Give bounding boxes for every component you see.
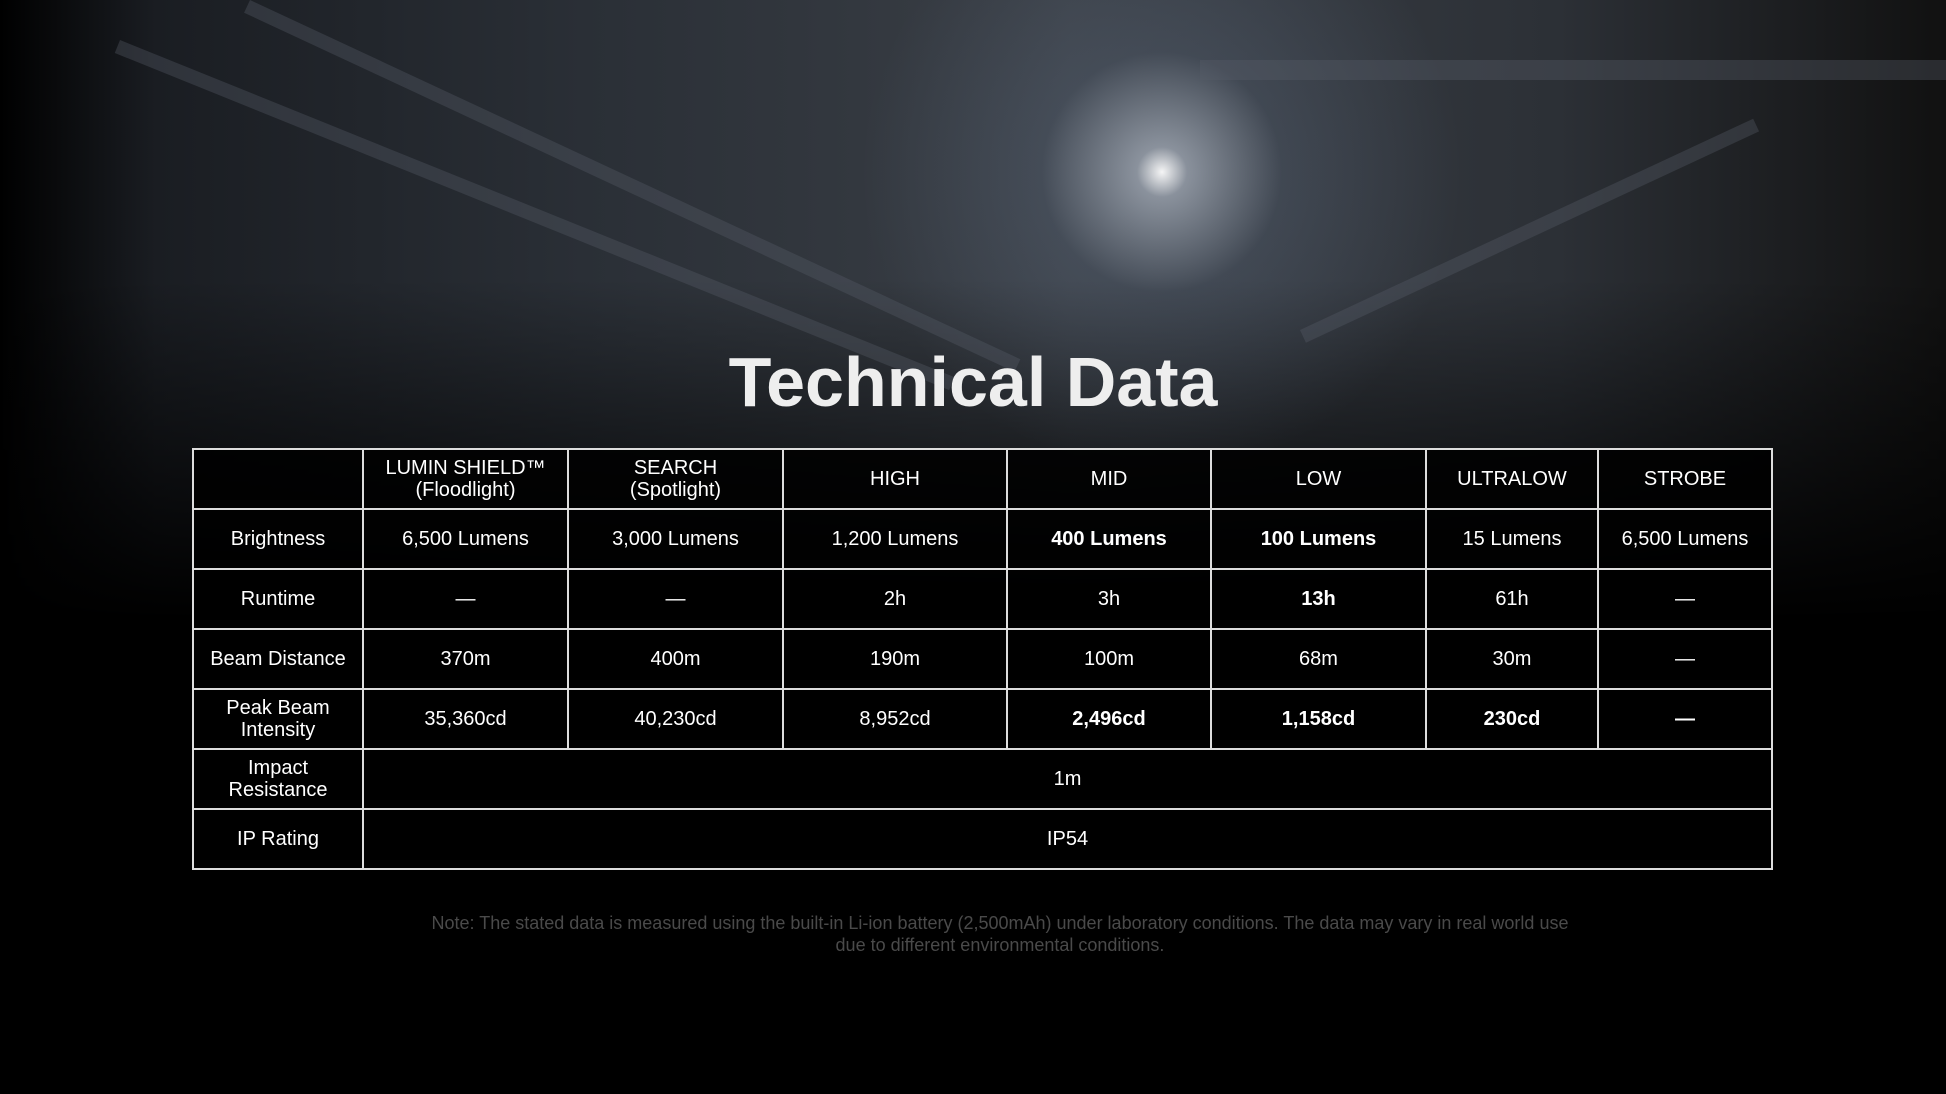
- table-cell: 400m: [567, 628, 784, 690]
- row-label: Runtime: [192, 568, 364, 630]
- table-cell: 3h: [1006, 568, 1212, 630]
- column-header: HIGH: [782, 448, 1008, 510]
- table-row: Impact Resistance 1m: [192, 748, 1773, 810]
- column-header: [192, 448, 364, 510]
- footnote: Note: The stated data is measured using …: [300, 912, 1700, 956]
- note-line-2: due to different environmental condition…: [835, 935, 1165, 955]
- column-header: SEARCH (Spotlight): [567, 448, 784, 510]
- column-header: MID: [1006, 448, 1212, 510]
- table-cell: 8,952cd: [782, 688, 1008, 750]
- table-row: Beam Distance 370m 400m 190m 100m 68m 30m —: [192, 628, 1773, 690]
- table-cell: 61h: [1425, 568, 1599, 630]
- table-cell: —: [567, 568, 784, 630]
- table-cell: 2,496cd: [1006, 688, 1212, 750]
- table-cell: —: [1597, 628, 1773, 690]
- table-cell: 400 Lumens: [1006, 508, 1212, 570]
- table-cell: 35,360cd: [362, 688, 569, 750]
- header-row: LUMIN SHIELD™ (Floodlight) SEARCH (Spotli…: [192, 448, 1773, 510]
- table-cell: 190m: [782, 628, 1008, 690]
- table-row: Brightness 6,500 Lumens 3,000 Lumens 1,200 …: [192, 508, 1773, 570]
- table-row: IP Rating IP54: [192, 808, 1773, 870]
- table-cell: 40,230cd: [567, 688, 784, 750]
- table-cell: 2h: [782, 568, 1008, 630]
- table-cell: 100 Lumens: [1210, 508, 1427, 570]
- table-row: Runtime — —2h 3h 13h 61h —: [192, 568, 1773, 630]
- table-cell: 3,000 Lumens: [567, 508, 784, 570]
- row-label: IP Rating: [192, 808, 364, 870]
- column-header: LUMIN SHIELD™ (Floodlight): [362, 448, 569, 510]
- beam: [1200, 60, 1946, 80]
- table-cell: 6,500 Lumens: [1597, 508, 1773, 570]
- column-header: ULTRALOW: [1425, 448, 1599, 510]
- table-row: Peak Beam Intensity 35,360cd 40,230cd 8,952…: [192, 688, 1773, 750]
- table-cell: —: [1597, 688, 1773, 750]
- note-line-1: Note: The stated data is measured using …: [431, 913, 1569, 933]
- table-cell: 15 Lumens: [1425, 508, 1599, 570]
- table-cell: IP54: [362, 808, 1773, 870]
- table-cell: 1,200 Lumens: [782, 508, 1008, 570]
- table-cell: 370m: [362, 628, 569, 690]
- table-cell: 30m: [1425, 628, 1599, 690]
- row-label: Brightness: [192, 508, 364, 570]
- table-cell: 230cd: [1425, 688, 1599, 750]
- table-cell: —: [1597, 568, 1773, 630]
- table-cell: 68m: [1210, 628, 1427, 690]
- table-cell: 1,158cd: [1210, 688, 1427, 750]
- row-label: Peak Beam Intensity: [192, 688, 364, 750]
- table-cell: —: [362, 568, 569, 630]
- table-cell: 1m: [362, 748, 1773, 810]
- column-header: STROBE: [1597, 448, 1773, 510]
- table-cell: 13h: [1210, 568, 1427, 630]
- tech-data-table: LUMIN SHIELD™ (Floodlight) SEARCH (Spotli…: [192, 448, 1773, 870]
- page-title: Technical Data: [728, 343, 1218, 421]
- table-cell: 6,500 Lumens: [362, 508, 569, 570]
- row-label: Impact Resistance: [192, 748, 364, 810]
- column-header: LOW: [1210, 448, 1427, 510]
- table-cell: 100m: [1006, 628, 1212, 690]
- row-label: Beam Distance: [192, 628, 364, 690]
